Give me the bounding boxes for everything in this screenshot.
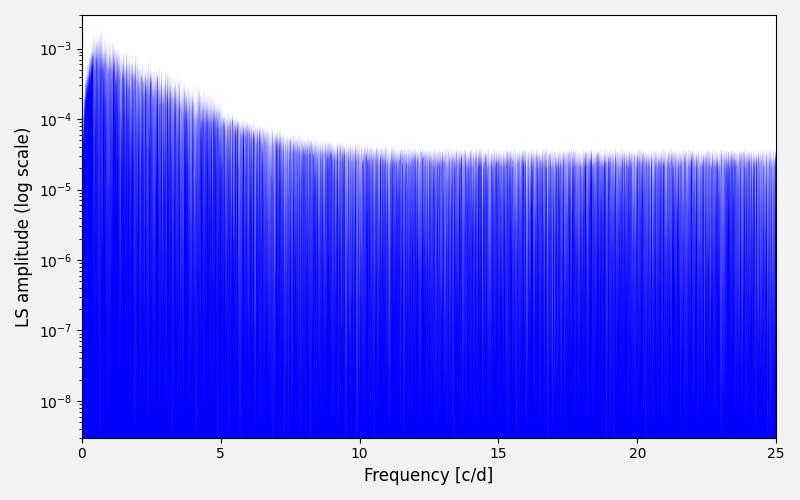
Y-axis label: LS amplitude (log scale): LS amplitude (log scale) [15,126,33,326]
X-axis label: Frequency [c/d]: Frequency [c/d] [364,467,494,485]
